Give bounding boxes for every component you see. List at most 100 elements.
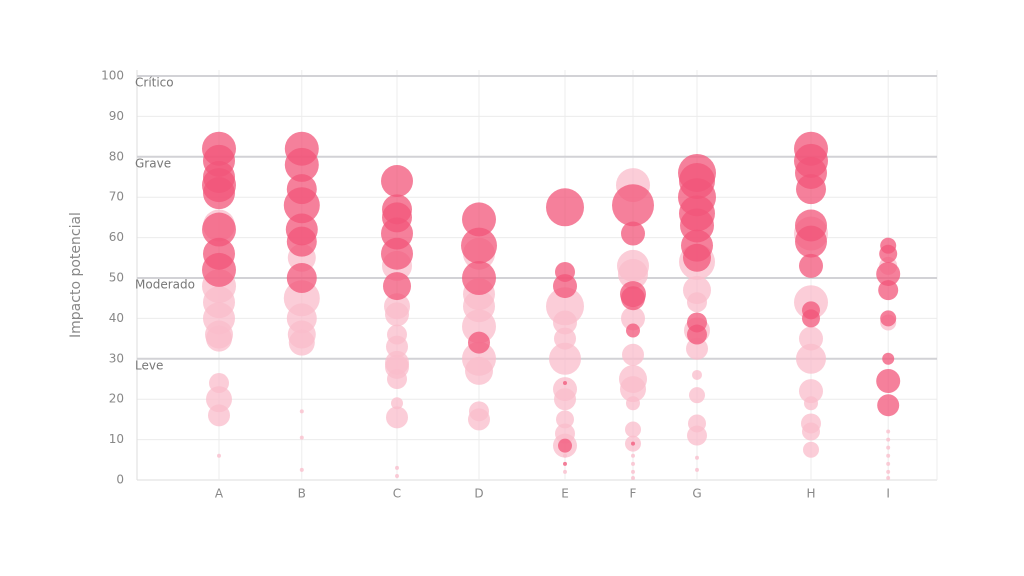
- bubble: [804, 396, 818, 411]
- band-label: Leve: [135, 358, 163, 372]
- bubble: [886, 461, 891, 466]
- bubble: [796, 343, 826, 374]
- x-tick-label: H: [806, 487, 815, 501]
- bubble: [395, 465, 399, 470]
- bubble: [631, 453, 635, 458]
- bubble: [686, 337, 708, 360]
- bubble: [299, 435, 304, 440]
- bubble: [465, 356, 493, 385]
- bubble: [558, 438, 572, 453]
- bubble: [695, 455, 699, 460]
- bubble: [283, 187, 320, 224]
- bubble: [549, 342, 581, 375]
- bubble: [886, 453, 891, 458]
- bubble: [695, 467, 699, 472]
- bubble: [799, 253, 823, 278]
- bubble: [799, 326, 823, 351]
- bubble: [692, 369, 702, 380]
- bubble: [795, 225, 827, 258]
- bubble: [687, 324, 707, 345]
- bubble: [386, 406, 408, 429]
- bubble: [802, 422, 820, 441]
- x-tick-label: G: [692, 487, 701, 501]
- bubble: [886, 437, 891, 442]
- bubble: [554, 388, 576, 411]
- bubble: [882, 352, 895, 365]
- bubble: [876, 261, 901, 286]
- bubble: [563, 381, 567, 386]
- bubble: [461, 227, 497, 264]
- bubble: [284, 147, 319, 182]
- bubble: [876, 369, 901, 394]
- y-tick-label: 90: [109, 109, 124, 123]
- bubble: [563, 469, 567, 474]
- bubble: [683, 243, 711, 272]
- y-tick-label: 0: [116, 473, 124, 487]
- x-tick-label: E: [561, 487, 569, 501]
- bubble: [206, 386, 232, 413]
- y-tick-label: 100: [101, 69, 124, 83]
- y-tick-label: 80: [109, 149, 124, 163]
- bubble: [803, 441, 819, 458]
- bubble: [556, 410, 574, 429]
- bubble: [387, 369, 407, 389]
- x-tick-label: B: [298, 487, 306, 501]
- bubble: [626, 323, 640, 338]
- bubble: [563, 461, 567, 466]
- bubble: [553, 274, 577, 299]
- y-tick-label: 40: [109, 311, 124, 325]
- bubble: [877, 394, 900, 417]
- bubble: [553, 310, 577, 335]
- bubble: [687, 425, 707, 446]
- band-label: Grave: [135, 156, 171, 170]
- bubble: [383, 272, 411, 301]
- bubble: [621, 286, 645, 311]
- bubble: [202, 252, 236, 287]
- bubble: [286, 226, 317, 257]
- bubble: [462, 202, 496, 237]
- bubble: [886, 429, 891, 434]
- bubble: [802, 309, 820, 328]
- bubble: [468, 408, 490, 431]
- bubble: [878, 280, 899, 301]
- bubble: [208, 404, 230, 427]
- bubble: [618, 258, 648, 289]
- bubble: [886, 469, 891, 474]
- bubble: [631, 469, 635, 474]
- bubble: [299, 467, 304, 472]
- bubble: [625, 421, 641, 438]
- bubble: [880, 310, 897, 327]
- bubble: [886, 475, 891, 480]
- bubble: [288, 329, 315, 356]
- bubble: [799, 379, 823, 404]
- bubble: [381, 165, 413, 198]
- bubble: [621, 306, 645, 331]
- bubble: [286, 263, 317, 293]
- y-tick-label: 60: [109, 230, 124, 244]
- bubble: [620, 376, 646, 403]
- bubble: [546, 188, 584, 227]
- y-tick-label: 10: [109, 432, 124, 446]
- bubble: [203, 177, 235, 210]
- bubble: [395, 473, 399, 478]
- bubble: [796, 174, 826, 205]
- x-tick-label: C: [393, 487, 401, 501]
- bubble: [299, 409, 304, 414]
- bubble: [631, 441, 635, 446]
- bubble: [612, 184, 654, 227]
- bubble: [202, 212, 236, 247]
- bubble: [385, 302, 409, 327]
- bubble: [879, 244, 898, 263]
- bubble: [462, 261, 496, 295]
- bubble: [391, 397, 403, 410]
- bubble: [217, 453, 221, 458]
- bubble: [381, 237, 413, 270]
- x-tick-label: F: [630, 487, 637, 501]
- bubble: [631, 475, 635, 480]
- y-tick-label: 20: [109, 392, 124, 406]
- bubble: [468, 331, 490, 354]
- band-label: Crítico: [135, 76, 174, 90]
- y-tick-label: 30: [109, 351, 124, 365]
- bubble: [563, 453, 567, 458]
- bubble: [886, 445, 891, 450]
